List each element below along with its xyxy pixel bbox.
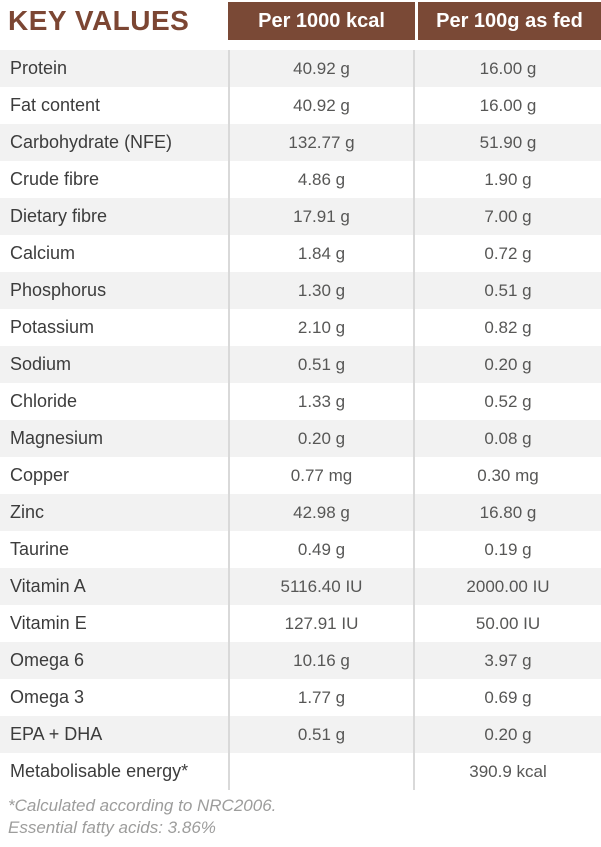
footnote-line-fatty-acids: Essential fatty acids: 3.86% <box>8 818 216 837</box>
nutrient-label: Omega 6 <box>10 650 85 670</box>
nutrient-label: Omega 3 <box>10 687 85 707</box>
title-box: KEY VALUES <box>0 2 228 40</box>
table-row: Carbohydrate (NFE) 132.77 g 51.90 g <box>0 124 601 161</box>
table-row: Protein 40.92 g 16.00 g <box>0 50 601 87</box>
table-row: Omega 6 10.16 g 3.97 g <box>0 642 601 679</box>
nutrient-label: Vitamin E <box>10 613 87 633</box>
table-row: Omega 3 1.77 g 0.69 g <box>0 679 601 716</box>
page-title: KEY VALUES <box>8 5 190 36</box>
nutrient-label: Zinc <box>10 502 45 522</box>
value-per-100g: 0.19 g <box>413 531 601 568</box>
value-per-1000kcal: 0.51 g <box>228 716 413 753</box>
nutrient-label: Protein <box>10 58 68 78</box>
table-header: KEY VALUES Per 1000 kcal Per 100g as fed <box>0 2 601 40</box>
table-row: Taurine 0.49 g 0.19 g <box>0 531 601 568</box>
value-per-1000kcal: 2.10 g <box>228 309 413 346</box>
value-per-1000kcal: 0.49 g <box>228 531 413 568</box>
value-per-100g: 0.52 g <box>413 383 601 420</box>
value-per-100g: 3.97 g <box>413 642 601 679</box>
value-per-1000kcal: 17.91 g <box>228 198 413 235</box>
value-per-1000kcal: 1.33 g <box>228 383 413 420</box>
value-per-1000kcal: 42.98 g <box>228 494 413 531</box>
value-per-1000kcal: 1.30 g <box>228 272 413 309</box>
table-row: Potassium 2.10 g 0.82 g <box>0 309 601 346</box>
column-header-per-1000-kcal: Per 1000 kcal <box>228 2 415 40</box>
table-row: Phosphorus 1.30 g 0.51 g <box>0 272 601 309</box>
nutrient-label: Carbohydrate (NFE) <box>10 132 173 152</box>
table-row: Chloride 1.33 g 0.52 g <box>0 383 601 420</box>
value-per-1000kcal: 1.84 g <box>228 235 413 272</box>
value-per-1000kcal: 132.77 g <box>228 124 413 161</box>
value-per-100g: 0.08 g <box>413 420 601 457</box>
table-row: EPA + DHA 0.51 g 0.20 g <box>0 716 601 753</box>
value-per-1000kcal: 127.91 IU <box>228 605 413 642</box>
footnote-line-calculation: *Calculated according to NRC2006. <box>8 796 277 815</box>
nutrient-label: Copper <box>10 465 70 485</box>
nutrient-label: Sodium <box>10 354 72 374</box>
nutrient-label: Calcium <box>10 243 76 263</box>
value-per-100g: 390.9 kcal <box>413 753 601 790</box>
value-per-100g: 16.80 g <box>413 494 601 531</box>
nutrient-label: Magnesium <box>10 428 104 448</box>
table-row: Magnesium 0.20 g 0.08 g <box>0 420 601 457</box>
table-body: Protein 40.92 g 16.00 g Fat content 40.92 g… <box>0 50 601 790</box>
value-per-1000kcal: 40.92 g <box>228 50 413 87</box>
value-per-1000kcal: 40.92 g <box>228 87 413 124</box>
table-row: Vitamin A 5116.40 IU 2000.00 IU <box>0 568 601 605</box>
value-per-100g: 16.00 g <box>413 87 601 124</box>
value-per-1000kcal: 4.86 g <box>228 161 413 198</box>
value-per-1000kcal: 0.77 mg <box>228 457 413 494</box>
value-per-100g: 51.90 g <box>413 124 601 161</box>
table-row: Fat content 40.92 g 16.00 g <box>0 87 601 124</box>
value-per-100g: 0.20 g <box>413 716 601 753</box>
nutrient-label: EPA + DHA <box>10 724 103 744</box>
nutrient-label: Fat content <box>10 95 101 115</box>
value-per-100g: 0.20 g <box>413 346 601 383</box>
column-header-per-100g-as-fed: Per 100g as fed <box>418 2 601 40</box>
value-per-100g: 0.72 g <box>413 235 601 272</box>
value-per-100g: 0.51 g <box>413 272 601 309</box>
nutrient-label: Taurine <box>10 539 70 559</box>
value-per-100g: 50.00 IU <box>413 605 601 642</box>
nutrient-label: Chloride <box>10 391 78 411</box>
value-per-1000kcal <box>228 753 413 790</box>
value-per-100g: 16.00 g <box>413 50 601 87</box>
value-per-100g: 7.00 g <box>413 198 601 235</box>
nutrient-label: Potassium <box>10 317 95 337</box>
value-per-100g: 2000.00 IU <box>413 568 601 605</box>
table-row: Zinc 42.98 g 16.80 g <box>0 494 601 531</box>
value-per-1000kcal: 0.20 g <box>228 420 413 457</box>
table-row: Metabolisable energy* 390.9 kcal <box>0 753 601 790</box>
value-per-100g: 0.82 g <box>413 309 601 346</box>
nutrient-label: Phosphorus <box>10 280 107 300</box>
value-per-1000kcal: 5116.40 IU <box>228 568 413 605</box>
footnote: *Calculated according to NRC2006. Essent… <box>0 795 601 839</box>
table-row: Vitamin E 127.91 IU 50.00 IU <box>0 605 601 642</box>
table-row: Calcium 1.84 g 0.72 g <box>0 235 601 272</box>
value-per-100g: 1.90 g <box>413 161 601 198</box>
value-per-1000kcal: 10.16 g <box>228 642 413 679</box>
value-per-100g: 0.30 mg <box>413 457 601 494</box>
table-row: Crude fibre 4.86 g 1.90 g <box>0 161 601 198</box>
table-row: Sodium 0.51 g 0.20 g <box>0 346 601 383</box>
nutrient-label: Crude fibre <box>10 169 100 189</box>
nutrient-label: Dietary fibre <box>10 206 108 226</box>
value-per-100g: 0.69 g <box>413 679 601 716</box>
table-row: Dietary fibre 17.91 g 7.00 g <box>0 198 601 235</box>
value-per-1000kcal: 1.77 g <box>228 679 413 716</box>
value-per-1000kcal: 0.51 g <box>228 346 413 383</box>
table-row: Copper 0.77 mg 0.30 mg <box>0 457 601 494</box>
nutrient-label: Metabolisable energy* <box>10 761 189 781</box>
nutrient-label: Vitamin A <box>10 576 86 596</box>
